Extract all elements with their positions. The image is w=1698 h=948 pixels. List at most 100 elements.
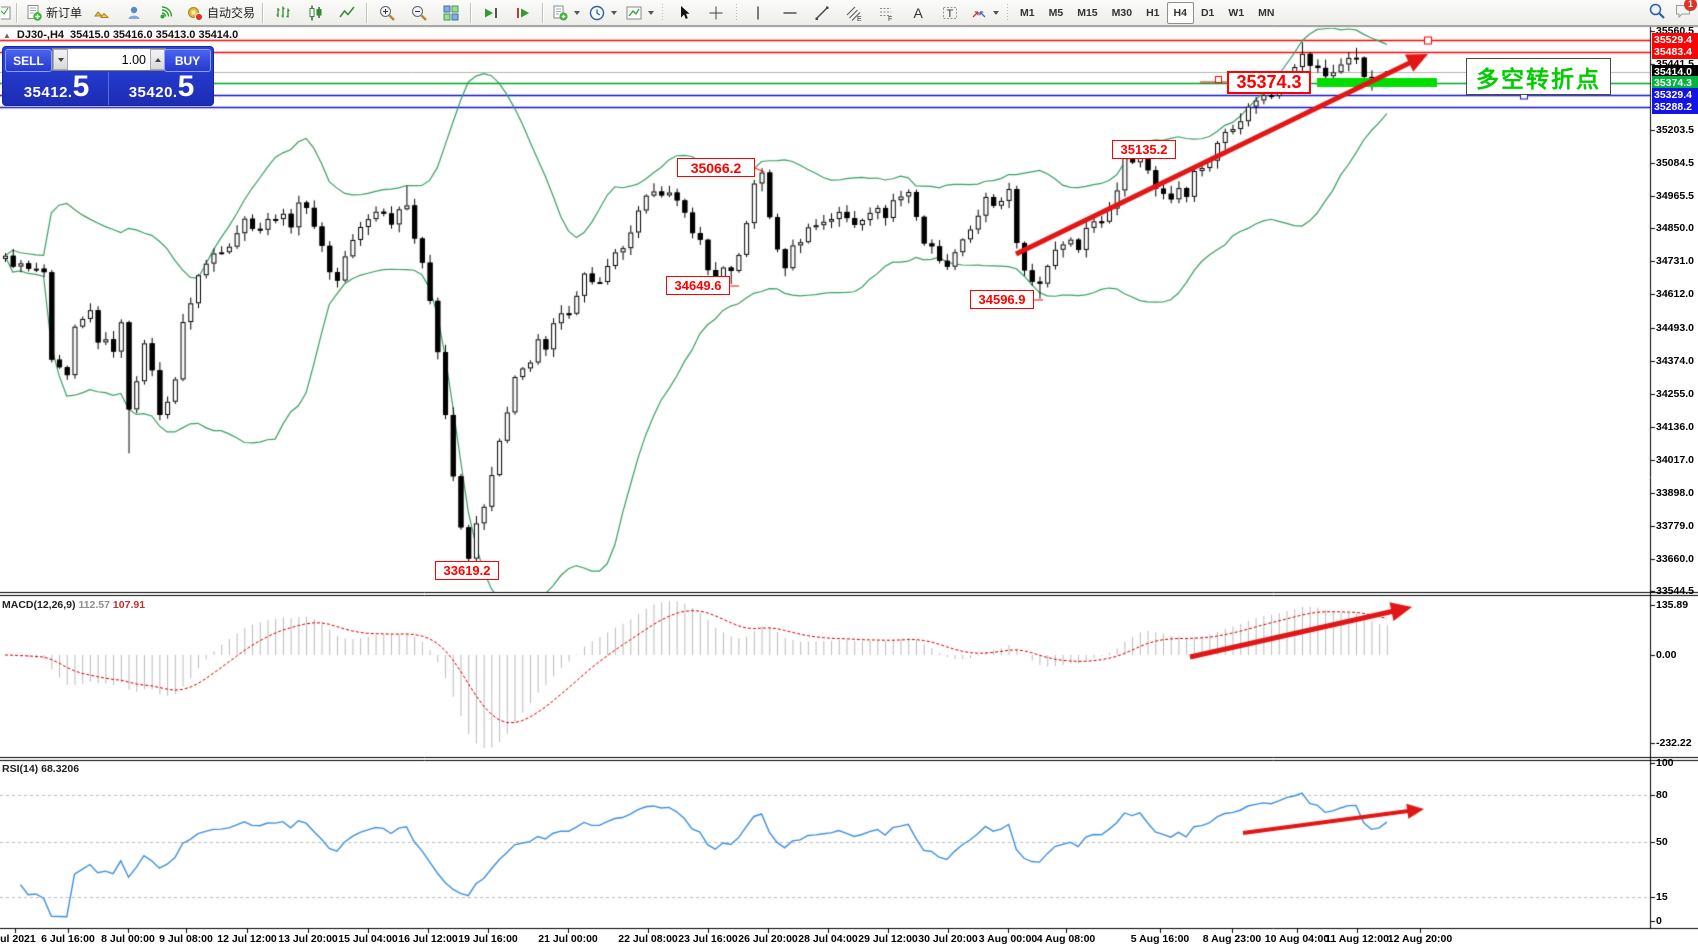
price-axis-tick: 34017.0 [1656,453,1694,466]
community-icon [125,4,143,22]
timeframe-m1-button[interactable]: M1 [1020,6,1035,19]
new-order-button[interactable]: 新订单 [21,1,86,25]
one-click-trading-panel: SELL 1.00 BUY 35412. 5 35420. 5 [2,46,214,106]
text-button[interactable]: A [902,1,934,25]
timeframe-m15-button[interactable]: M15 [1077,6,1098,19]
time-axis-tick: 10 Aug 04:00 [1264,933,1330,945]
buy-price[interactable]: 35420. 5 [128,70,195,103]
volume-decrease-button[interactable] [53,49,68,70]
add-indicator-icon [551,4,569,22]
crosshair-icon [707,4,725,22]
search-button[interactable] [1648,2,1666,20]
volume-input[interactable]: 1.00 [121,52,146,67]
collapse-panel-arrow[interactable]: ▲ [3,30,11,40]
time-axis-tick: 4 Aug 08:00 [1036,933,1096,945]
shapes-icon [970,4,988,22]
volume-increase-button[interactable] [150,49,165,70]
zoom-out-button[interactable] [403,1,435,25]
gold-button[interactable] [86,1,118,25]
price-axis-tick: 34850.0 [1656,222,1694,235]
dropdown-caret-icon[interactable] [574,10,581,15]
timeframe-w1-button[interactable]: W1 [1228,6,1245,19]
zoom-in-button[interactable] [371,1,403,25]
macd-indicator-label: MACD(12,26,9) 112.57 107.91 [2,599,146,611]
notifications-button[interactable]: 1 [1674,0,1697,20]
channel-icon: E [845,4,863,22]
price-level-badge: 35374.3 [1652,75,1698,90]
price-axis-tick: 34493.0 [1656,321,1694,334]
rsi-axis-tick: 50 [1656,836,1668,848]
price-axis-tick: 34136.0 [1656,420,1694,433]
timeframe-h4-button[interactable]: H4 [1166,1,1194,24]
dropdown-caret-icon[interactable] [993,10,1000,15]
price-level-badge: 35483.4 [1652,45,1698,60]
chart-shift-button[interactable] [507,1,539,25]
timeframe-m30-button[interactable]: M30 [1111,6,1133,19]
dropdown-caret-icon[interactable] [611,10,618,15]
toolbar-separator [262,2,265,23]
time-axis-tick: 5 Aug 16:00 [1130,933,1190,945]
time-axis-tick: 16 Jul 12:00 [398,933,458,945]
line-chart-button[interactable] [331,1,363,25]
tile-windows-button[interactable] [435,1,467,25]
note-box[interactable]: 多空转折点 [1466,58,1611,95]
shapes-button[interactable] [966,1,1003,25]
new-order-icon [25,4,43,22]
auto-scroll-button[interactable] [475,1,507,25]
cursor-icon [675,4,693,22]
time-axis-tick: 6 Jul 16:00 [41,933,95,945]
price-annotation-label[interactable]: 33619.2 [435,561,499,580]
tile-windows-icon [442,4,460,22]
toolbar-separator [16,2,18,23]
timeframe-m5-button[interactable]: M5 [1048,6,1064,19]
price-axis-tick: 34255.0 [1656,387,1694,400]
sell-button[interactable]: SELL [5,49,52,72]
toolbar-right-group: 1 [1648,0,1697,20]
toolbar: 新订单 自动交易 E F A T M1 M5 M15 M30 H1 H4 D1 W1 MN 1 [0,0,1698,26]
chart-window-button[interactable] [0,1,13,25]
price-annotation-label[interactable]: 35374.3 [1227,71,1311,94]
hline-button[interactable] [774,1,806,25]
line-chart-icon [338,4,356,22]
add-indicator-button[interactable] [547,1,584,25]
text-label-button[interactable]: T [934,1,966,25]
cursor-button[interactable] [668,1,700,25]
autotrading-button[interactable]: 自动交易 [182,1,259,25]
fibonacci-button[interactable]: F [870,1,902,25]
buy-button[interactable]: BUY [164,49,211,72]
community-button[interactable] [118,1,150,25]
timeframe-h1-button[interactable]: H1 [1146,6,1160,19]
svg-text:T: T [947,8,954,20]
bar-chart-button[interactable] [267,1,299,25]
time-axis-tick: 11 Aug 12:00 [1325,933,1389,945]
timeframe-d1-button[interactable]: D1 [1200,6,1215,19]
candle-chart-button[interactable] [299,1,331,25]
crosshair-button[interactable] [700,1,732,25]
price-axis-tick: 33544.5 [1656,585,1694,597]
price-axis-tick: 33898.0 [1656,486,1694,499]
rsi-axis-tick: 15 [1656,891,1668,904]
price-level-badge: 35329.4 [1652,88,1698,103]
channel-button[interactable]: E [838,1,870,25]
chart-ohlc-values: 35415.0 35416.0 35413.0 35414.0 [70,29,239,41]
sell-price[interactable]: 35412. 5 [5,72,109,105]
toolbar-button-label: 新订单 [46,6,83,20]
template-button[interactable] [621,1,658,25]
period-button[interactable] [584,1,621,25]
rsi-indicator-label: RSI(14) 68.3206 [2,763,80,775]
signals-button[interactable] [150,1,182,25]
time-axis-tick: 21 Jul 00:00 [538,933,598,945]
price-annotation-label[interactable]: 34649.6 [666,276,730,295]
toolbar-button-label: 自动交易 [207,6,256,20]
time-axis-tick: 8 Jul 00:00 [101,933,155,945]
price-annotation-label[interactable]: 35066.2 [677,158,755,177]
vline-button[interactable] [742,1,774,25]
timeframe-mn-button[interactable]: MN [1258,6,1275,19]
price-annotation-label[interactable]: 34596.9 [970,290,1034,309]
price-annotation-label[interactable]: 35135.2 [1112,140,1176,159]
trendline-button[interactable] [806,1,838,25]
zoom-in-icon [378,4,396,22]
dropdown-caret-icon[interactable] [648,10,655,15]
